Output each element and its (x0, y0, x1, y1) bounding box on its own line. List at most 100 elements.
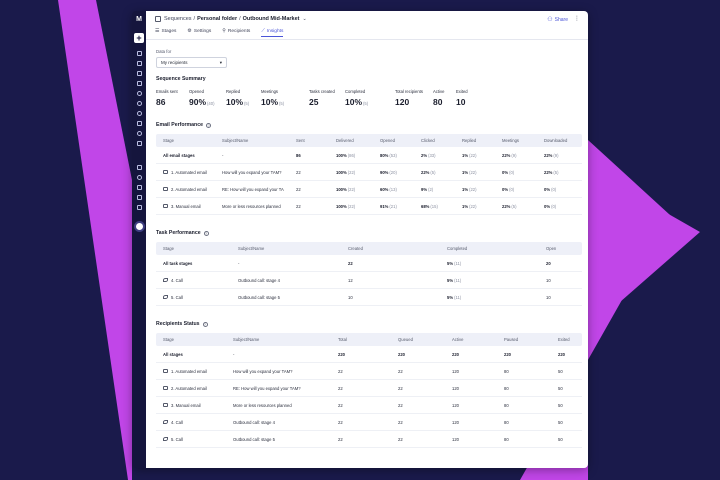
stat-sub: (40) (207, 101, 215, 106)
header: Sequences / Personal folder / Outbound M… (146, 11, 588, 40)
table-cell: 220 (338, 351, 345, 357)
phone-icon (163, 295, 168, 300)
inbox-icon[interactable] (136, 81, 142, 86)
column-header[interactable]: Subject/Name (238, 246, 265, 251)
help-icon[interactable]: ? (203, 230, 209, 236)
hierarchy-icon[interactable] (136, 165, 142, 170)
avatar[interactable] (133, 221, 145, 232)
column-header[interactable]: Open (546, 246, 557, 251)
email-performance-table: Stage Subject/Name Sent Delivered Opened Clic… (156, 134, 582, 215)
column-header[interactable]: Downloaded (544, 138, 568, 143)
breadcrumb-root[interactable]: Sequences (164, 16, 192, 22)
stat-label: Exited (456, 89, 468, 94)
column-header[interactable]: Total (338, 337, 347, 342)
table-cell: 120 (452, 368, 459, 374)
column-header[interactable]: Paused (504, 337, 519, 342)
table-row[interactable]: 3. Manual email More or less resources pl… (156, 397, 582, 414)
chart-icon[interactable] (136, 71, 142, 76)
settings-icon[interactable] (136, 131, 142, 136)
table-row[interactable]: 1. Automated email How will you expand yo… (156, 363, 582, 380)
table-row[interactable]: All email stages - 86 100%(86) 80%(53) 2%(33)… (156, 147, 582, 164)
star-icon[interactable] (136, 51, 142, 56)
table-row[interactable]: 4. Call Outbound call: stage 4 12 5%(11) 10 (156, 272, 582, 289)
clock-icon[interactable] (136, 111, 142, 116)
table-cell: 86 (296, 152, 301, 158)
table-cell: 22 (296, 186, 301, 192)
summary-stat: Replied 10%(5) (226, 89, 261, 107)
table-row[interactable]: 2. Automated email RE: How will you expan… (156, 181, 582, 198)
column-header[interactable]: Opened (380, 138, 395, 143)
column-header[interactable]: Stage (163, 246, 174, 251)
stat-label: Replied (226, 89, 241, 94)
tab-stages[interactable]: ☰ Stages (155, 28, 177, 34)
table-cell: 4. Call (156, 278, 231, 283)
layers-icon[interactable] (136, 195, 142, 200)
message-icon[interactable] (136, 205, 142, 210)
table-row[interactable]: 5. Call Outbound call: stage 5 22 22 120 80 50 (156, 431, 582, 448)
table-row[interactable]: 4. Call Outbound call: stage 4 22 22 120 80 50 (156, 414, 582, 431)
breadcrumb-folder[interactable]: Personal folder (197, 16, 238, 22)
main-panel: Sequences / Personal folder / Outbound M… (146, 11, 588, 468)
column-header[interactable]: Subject/Name (233, 337, 260, 342)
table-row[interactable]: 1. Automated email How will you expand yo… (156, 164, 582, 181)
column-header[interactable]: Active (452, 337, 464, 342)
column-header[interactable]: Meetings (502, 138, 519, 143)
table-cell: 80 (504, 402, 509, 408)
table-cell: 120 (452, 419, 459, 425)
column-header[interactable]: Delivered (336, 138, 354, 143)
share-icon: ⚇ (547, 17, 553, 23)
target-icon[interactable] (136, 91, 142, 96)
help-icon[interactable]: ? (202, 321, 208, 327)
table-cell: - (238, 260, 240, 266)
column-header[interactable]: Replied (462, 138, 477, 143)
table-cell: 50 (558, 436, 563, 442)
column-header[interactable]: Stage (163, 337, 174, 342)
data-for-value: My recipients (161, 60, 188, 65)
column-header[interactable]: Sent (296, 138, 305, 143)
contact-icon[interactable] (136, 121, 142, 126)
column-header[interactable]: Exited (558, 337, 570, 342)
table-row[interactable]: All stages - 220 220 220 220 220 (156, 346, 582, 363)
table-row[interactable]: 5. Call Outbound call: stage 5 10 5%(11) 10 (156, 289, 582, 306)
table-cell: 50 (558, 402, 563, 408)
column-header[interactable]: Subject/Name (222, 138, 249, 143)
data-for-select[interactable]: My recipients ▾ (156, 57, 227, 68)
stat-value: 120 (395, 97, 410, 107)
table-cell: 22 (296, 203, 301, 209)
gear-icon: ⚙ (187, 28, 192, 34)
tab-settings[interactable]: ⚙ Settings (187, 28, 212, 34)
route-icon[interactable] (136, 61, 142, 66)
column-header[interactable]: Stage (163, 138, 174, 143)
calendar-icon[interactable] (136, 141, 142, 146)
table-cell: 22%(9) (502, 152, 517, 158)
table-cell: How will you expand your TAM? (222, 169, 282, 175)
help-icon[interactable]: ? (206, 122, 211, 128)
logo[interactable]: M (136, 16, 142, 23)
table-row[interactable]: 3. Manual email More or less resources pl… (156, 198, 582, 215)
column-header[interactable]: Clicked (421, 138, 435, 143)
tab-insights[interactable]: ⟋ Insights (261, 28, 284, 37)
more-options-icon[interactable]: ⋮ (574, 16, 580, 22)
table-cell: 50 (558, 419, 563, 425)
table-cell: 3. Manual email (156, 204, 215, 209)
share-button[interactable]: ⚇ Share (547, 16, 568, 24)
table-row[interactable]: All task stages - 22 5%(11) 20 (156, 255, 582, 272)
column-header[interactable]: Completed (447, 246, 468, 251)
table-row[interactable]: 2. Automated email RE: How will you expan… (156, 380, 582, 397)
chevron-down-icon[interactable]: ⌄ (302, 16, 307, 22)
table-cell: 100%(22) (336, 203, 356, 209)
tab-recipients[interactable]: ⚲ Recipients (222, 28, 251, 34)
bell-icon[interactable] (136, 185, 142, 190)
summary-stats: Emails sent 86 Opened 90%(40) Replied 10%(5) M… (156, 89, 582, 107)
table-cell: How will you expand your TAM? (233, 368, 293, 374)
insights-icon: ⟋ (261, 28, 265, 34)
column-header[interactable]: Queued (398, 337, 413, 342)
column-header[interactable]: Created (348, 246, 363, 251)
new-button[interactable]: + (134, 33, 144, 43)
stages-icon: ☰ (155, 28, 160, 34)
table-cell: 2. Automated email (156, 187, 215, 192)
globe-icon[interactable] (136, 175, 142, 180)
gear-icon[interactable] (136, 101, 142, 106)
table-cell: 22 (398, 436, 403, 442)
